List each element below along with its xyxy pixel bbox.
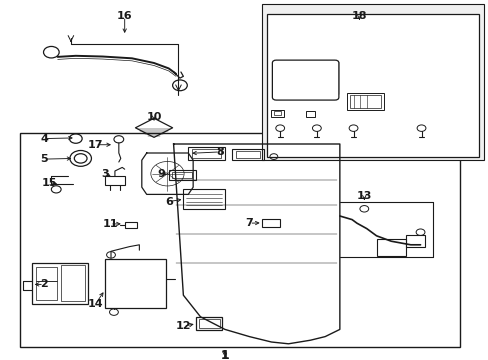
Bar	[183, 189, 224, 209]
Text: 5: 5	[40, 154, 48, 164]
Bar	[376, 239, 405, 256]
Text: 14: 14	[87, 299, 103, 309]
Polygon shape	[173, 144, 339, 344]
Text: 17: 17	[87, 140, 103, 150]
Bar	[32, 263, 88, 304]
Bar	[36, 281, 57, 300]
Text: 4: 4	[40, 134, 48, 144]
Text: 16: 16	[117, 11, 132, 21]
Bar	[271, 110, 283, 117]
Bar	[405, 235, 425, 247]
Bar	[266, 14, 478, 157]
Bar	[192, 149, 221, 158]
Text: 18: 18	[351, 11, 366, 21]
Text: 2: 2	[40, 279, 48, 289]
Polygon shape	[142, 153, 193, 194]
Text: 10: 10	[146, 112, 162, 122]
Text: 7: 7	[245, 218, 253, 228]
Text: 13: 13	[356, 191, 371, 201]
Bar	[124, 222, 137, 228]
Bar	[349, 95, 381, 108]
Bar	[195, 317, 222, 330]
Bar	[305, 111, 315, 117]
Bar	[261, 4, 483, 160]
Bar	[172, 172, 192, 178]
Bar	[273, 111, 281, 115]
Text: 3: 3	[101, 168, 109, 179]
Text: 12: 12	[175, 321, 191, 331]
Text: 11: 11	[102, 219, 118, 229]
Bar	[168, 170, 195, 180]
Bar	[236, 151, 260, 158]
Bar	[346, 93, 383, 110]
Text: 8: 8	[216, 147, 224, 157]
Bar	[261, 219, 280, 227]
Text: 15: 15	[41, 177, 57, 188]
FancyBboxPatch shape	[272, 60, 338, 100]
Bar	[105, 176, 124, 185]
Bar	[61, 265, 84, 301]
Text: 1: 1	[221, 351, 228, 360]
Text: 9: 9	[157, 168, 165, 179]
Bar	[232, 149, 264, 160]
Bar	[188, 147, 224, 160]
Bar	[20, 133, 459, 347]
Bar	[105, 259, 166, 308]
Bar	[198, 319, 219, 328]
Text: 6: 6	[164, 197, 172, 207]
Bar	[36, 267, 57, 282]
Text: 1: 1	[220, 349, 229, 360]
